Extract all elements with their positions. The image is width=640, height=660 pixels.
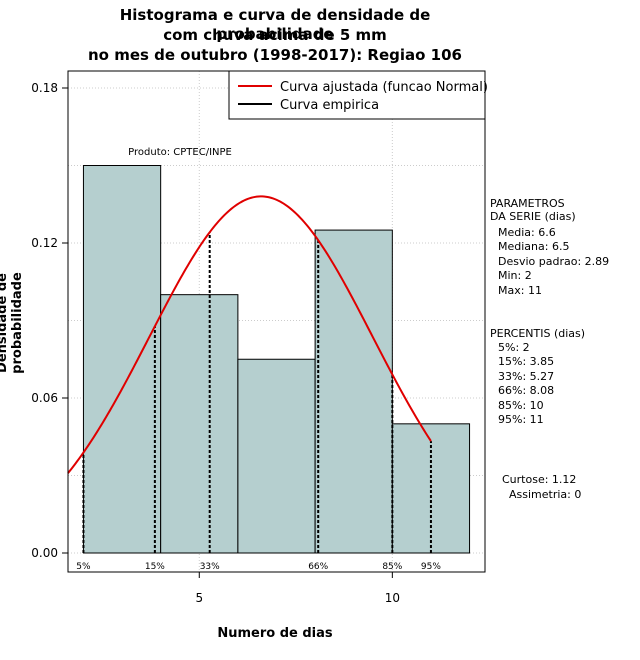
normal-curve [67, 195, 432, 474]
y-tick-label: 0.06 [31, 391, 58, 405]
histogram-bars [82, 165, 471, 554]
percentis-p33: 33%: 5.27 [498, 370, 555, 383]
percentis-p66: 66%: 8.08 [498, 384, 555, 397]
x-tick-label: 10 [385, 591, 400, 605]
percentile-label-1: 5% [76, 562, 91, 572]
params-desvio: Desvio padrao: 2.89 [498, 255, 610, 268]
stat-curtose: Curtose: 1.12 [502, 473, 577, 486]
percentile-label-4: 66% [308, 562, 328, 572]
normal-curve-group [67, 195, 432, 474]
y-axis-label: Densidade de probabilidade [0, 272, 25, 374]
chart-title-line3: no mes de outubro (1998-2017): Regiao 10… [87, 46, 462, 64]
product-label: Produto: CPTEC/INPE [128, 147, 232, 158]
params-max: Max: 11 [498, 284, 542, 297]
percentis-p15: 15%: 3.85 [498, 355, 555, 368]
histogram-bar-5 [391, 423, 471, 554]
x-tick-label: 5 [195, 591, 203, 605]
y-tick-label: 0.12 [31, 236, 58, 250]
percentile-lines: 5% 15% 33% 66% 85% 95% [76, 232, 441, 572]
params-header-2: DA SERIE (dias) [490, 210, 576, 223]
percentile-label-2: 15% [145, 562, 165, 572]
percentile-label-3: 33% [200, 562, 220, 572]
percentis-p95: 95%: 11 [498, 413, 544, 426]
percentis-header: PERCENTIS (dias) [490, 327, 586, 340]
percentis-p5: 5%: 2 [498, 341, 530, 354]
legend-label-empirical: Curva empirica [280, 98, 379, 113]
params-mediana: Mediana: 6.5 [498, 240, 570, 253]
legend-label-fitted: Curva ajustada (funcao Normal) [280, 80, 488, 95]
percentis-p85: 85%: 10 [498, 399, 544, 412]
y-tick-label: 0.18 [31, 81, 58, 95]
params-min: Min: 2 [498, 269, 532, 282]
x-axis-label: Numero de dias [217, 626, 333, 641]
stat-assimetria: Assimetria: 0 [509, 488, 582, 501]
y-tick-label: 0.00 [31, 546, 58, 560]
chart-title-line1: Histograma e curva de densidade de proba… [119, 6, 431, 43]
params-header-1: PARAMETROS [490, 197, 565, 210]
histogram-bar-4 [314, 229, 393, 554]
legend: Curva ajustada (funcao Normal) Curva emp… [228, 70, 488, 120]
histogram-bar-2 [160, 294, 239, 554]
percentile-label-6: 95% [421, 562, 441, 572]
histogram-bar-3 [237, 358, 316, 554]
legend-box [228, 70, 486, 120]
chart-title-line2: com chuva acima de 5 mm [163, 26, 387, 44]
histogram-bar-1 [82, 165, 162, 554]
params-media: Media: 6.6 [498, 226, 556, 239]
percentile-label-5: 85% [382, 562, 402, 572]
